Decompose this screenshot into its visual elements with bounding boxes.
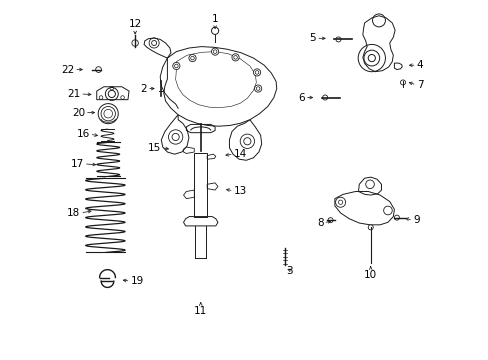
Text: 7: 7: [416, 80, 423, 90]
Text: 8: 8: [316, 218, 323, 228]
Circle shape: [211, 27, 218, 35]
Text: 17: 17: [70, 159, 83, 169]
Circle shape: [335, 37, 340, 42]
Text: 15: 15: [148, 143, 161, 153]
Text: 2: 2: [140, 84, 147, 94]
Text: 14: 14: [233, 149, 246, 159]
Circle shape: [327, 218, 332, 223]
Text: 9: 9: [412, 215, 419, 225]
Circle shape: [367, 225, 372, 230]
Text: 1: 1: [211, 14, 218, 24]
Circle shape: [394, 215, 399, 220]
Circle shape: [400, 80, 405, 85]
Text: 3: 3: [285, 266, 292, 276]
Text: 4: 4: [416, 60, 423, 70]
Text: 10: 10: [364, 270, 377, 280]
Circle shape: [172, 62, 180, 69]
Text: 5: 5: [309, 33, 316, 43]
Text: 16: 16: [76, 129, 89, 139]
Text: 21: 21: [67, 89, 80, 99]
Text: 12: 12: [128, 19, 142, 30]
Circle shape: [211, 48, 218, 55]
Text: 18: 18: [67, 208, 80, 218]
Circle shape: [231, 54, 239, 61]
Text: 6: 6: [298, 93, 304, 103]
Text: 11: 11: [194, 306, 207, 316]
Text: 22: 22: [61, 64, 74, 75]
Text: 13: 13: [233, 186, 246, 196]
Text: 20: 20: [72, 108, 85, 118]
Circle shape: [254, 85, 261, 92]
Circle shape: [188, 54, 196, 62]
Circle shape: [253, 69, 260, 76]
Circle shape: [322, 95, 327, 100]
Circle shape: [132, 40, 138, 46]
Text: 19: 19: [130, 276, 143, 286]
Circle shape: [96, 67, 101, 72]
